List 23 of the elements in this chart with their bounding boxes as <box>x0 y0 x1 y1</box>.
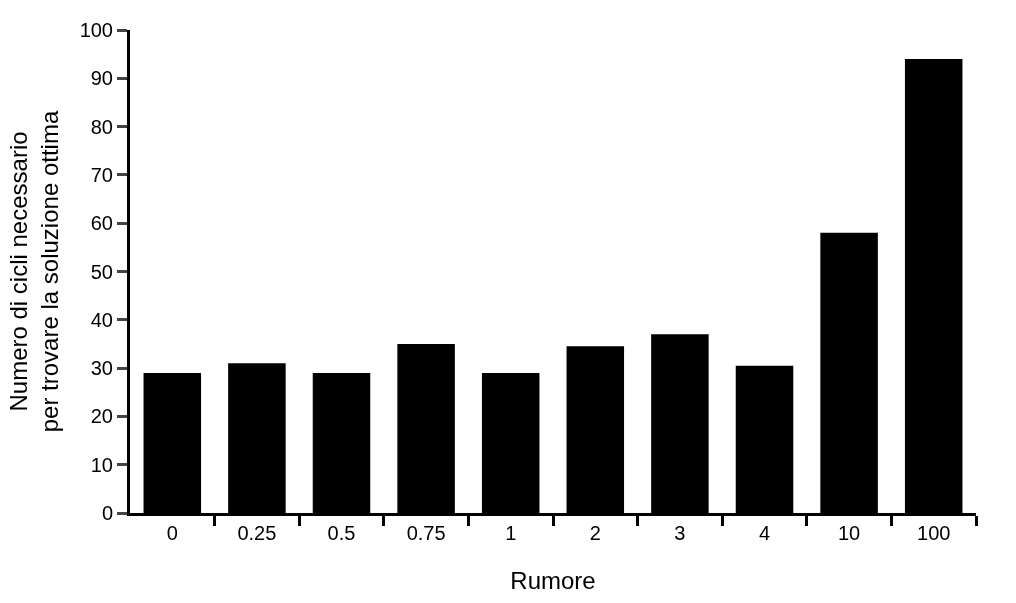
y-tick-label: 90 <box>90 67 113 90</box>
y-tick-label: 60 <box>90 212 113 235</box>
y-tick-label: 0 <box>101 502 113 524</box>
y-tick-label: 100 <box>79 19 113 41</box>
x-tick-label: 100 <box>917 522 951 544</box>
x-tick-label: 0.5 <box>327 522 356 544</box>
x-tick-label: 10 <box>837 522 861 544</box>
x-tick-label: 2 <box>589 522 601 544</box>
x-tick-label: 4 <box>758 522 771 544</box>
y-tick-label: 50 <box>90 260 113 283</box>
y-tick-label: 80 <box>90 115 113 138</box>
x-tick-label: 0.75 <box>406 522 446 544</box>
x-tick-label: 3 <box>674 522 686 544</box>
y-tick-label: 40 <box>90 308 113 331</box>
y-axis-title: Numero di cicli necessario per trovare la soluzione ottima <box>4 110 63 433</box>
y-tick-label: 20 <box>90 405 113 428</box>
y-tick-label: 30 <box>90 357 113 380</box>
x-tick-label: 0.25 <box>237 522 277 544</box>
y-tick-label: 70 <box>90 163 113 186</box>
x-tick-label: 0 <box>166 522 178 544</box>
y-tick-label: 10 <box>90 453 113 476</box>
x-axis-title: Rumore <box>510 567 596 595</box>
x-tick-label: 1 <box>505 522 517 544</box>
